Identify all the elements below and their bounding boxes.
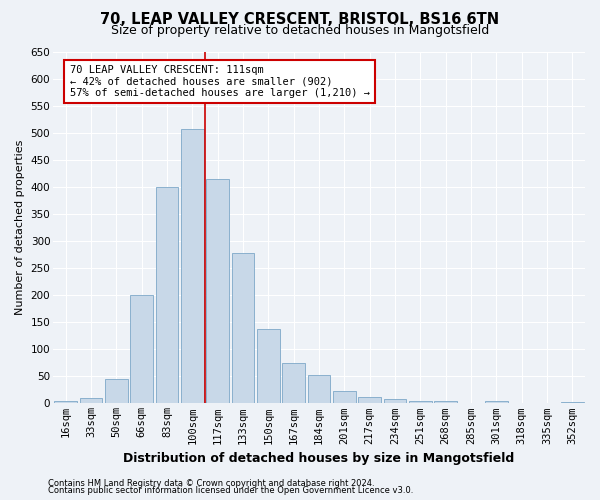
Bar xyxy=(181,129,204,404)
Bar xyxy=(55,400,77,404)
Y-axis label: Number of detached properties: Number of detached properties xyxy=(15,140,25,315)
Bar xyxy=(434,400,457,404)
Bar xyxy=(308,375,331,404)
Text: 70, LEAP VALLEY CRESCENT, BRISTOL, BS16 6TN: 70, LEAP VALLEY CRESCENT, BRISTOL, BS16 … xyxy=(100,12,500,28)
Bar xyxy=(283,363,305,404)
Bar xyxy=(561,402,584,404)
Bar xyxy=(155,187,178,404)
Bar xyxy=(257,329,280,404)
Text: Contains HM Land Registry data © Crown copyright and database right 2024.: Contains HM Land Registry data © Crown c… xyxy=(48,478,374,488)
X-axis label: Distribution of detached houses by size in Mangotsfield: Distribution of detached houses by size … xyxy=(124,452,515,465)
Bar xyxy=(130,295,153,404)
Bar xyxy=(105,379,128,404)
Bar xyxy=(383,399,406,404)
Bar xyxy=(333,392,356,404)
Text: Contains public sector information licensed under the Open Government Licence v3: Contains public sector information licen… xyxy=(48,486,413,495)
Bar xyxy=(485,400,508,404)
Bar xyxy=(358,397,381,404)
Text: 70 LEAP VALLEY CRESCENT: 111sqm
← 42% of detached houses are smaller (902)
57% o: 70 LEAP VALLEY CRESCENT: 111sqm ← 42% of… xyxy=(70,65,370,98)
Bar xyxy=(80,398,103,404)
Bar xyxy=(206,178,229,404)
Bar xyxy=(232,254,254,404)
Text: Size of property relative to detached houses in Mangotsfield: Size of property relative to detached ho… xyxy=(111,24,489,37)
Bar xyxy=(409,400,432,404)
